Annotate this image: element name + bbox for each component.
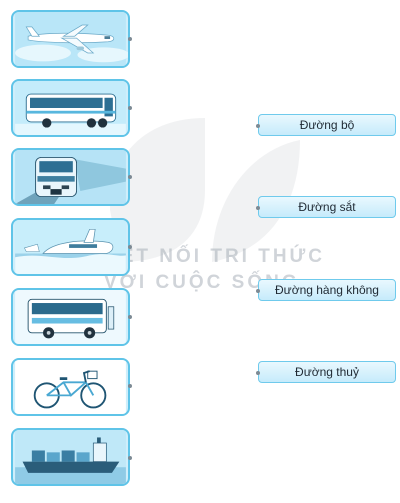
vehicle-card-train[interactable] [11, 148, 130, 206]
bicycle-icon [15, 360, 126, 414]
label-duong-bo[interactable]: Đường bộ [256, 114, 396, 136]
label-text: Đường sắt [298, 200, 356, 214]
label-text: Đường bộ [299, 118, 355, 132]
label-text: Đường thuỷ [295, 365, 359, 379]
bicycle-connector-dot[interactable] [128, 384, 132, 388]
city-bus-connector-dot[interactable] [128, 315, 132, 319]
label-connector-dot[interactable] [256, 124, 260, 128]
vehicle-card-hovercraft[interactable] [11, 218, 130, 276]
bus-icon [15, 81, 126, 135]
label-duong-thuy[interactable]: Đường thuỷ [256, 361, 396, 383]
label-connector-dot[interactable] [256, 289, 260, 293]
airplane-icon [15, 12, 128, 66]
airplane-connector-dot[interactable] [128, 37, 132, 41]
watermark-line-1: KẾT NỐI TRI THỨC [104, 246, 326, 267]
label-connector-dot[interactable] [256, 371, 260, 375]
cargo-ship-connector-dot[interactable] [128, 456, 132, 460]
vehicle-card-airplane[interactable] [11, 10, 130, 68]
vehicle-card-bicycle[interactable] [11, 358, 130, 416]
bus-connector-dot[interactable] [128, 106, 132, 110]
train-icon [15, 150, 126, 204]
label-text: Đường hàng không [275, 283, 379, 297]
label-duong-sat[interactable]: Đường sắt [256, 196, 396, 218]
train-connector-dot[interactable] [128, 175, 132, 179]
label-connector-dot[interactable] [256, 206, 260, 210]
city-bus-icon [15, 290, 126, 344]
hovercraft-icon [15, 220, 126, 274]
vehicle-card-city-bus[interactable] [11, 288, 130, 346]
hovercraft-connector-dot[interactable] [128, 245, 132, 249]
vehicle-card-cargo-ship[interactable] [11, 428, 130, 486]
label-duong-hang-khong[interactable]: Đường hàng không [256, 279, 396, 301]
cargo-ship-icon [15, 430, 126, 484]
vehicle-card-bus[interactable] [11, 79, 130, 137]
